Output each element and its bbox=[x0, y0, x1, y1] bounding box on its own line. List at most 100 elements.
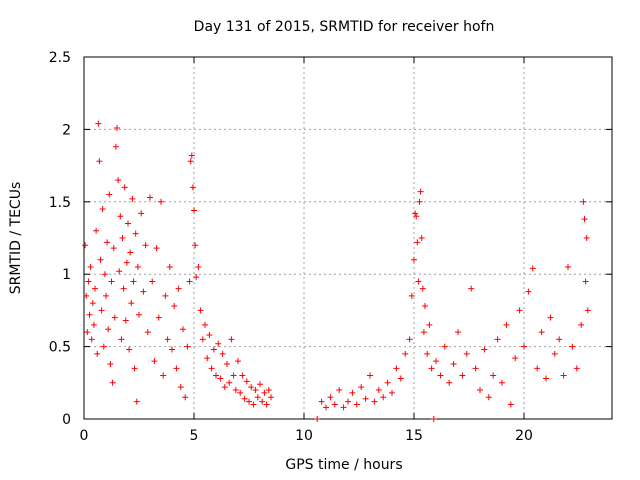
data-point bbox=[507, 401, 514, 408]
data-point bbox=[99, 206, 106, 213]
data-point bbox=[459, 372, 466, 379]
data-point bbox=[583, 235, 590, 241]
data-point bbox=[149, 278, 156, 285]
data-point bbox=[94, 350, 101, 357]
data-point bbox=[380, 394, 387, 401]
data-point bbox=[331, 401, 338, 408]
data-point bbox=[418, 235, 425, 241]
data-point bbox=[155, 314, 162, 321]
data-point bbox=[111, 314, 118, 321]
y-tick-label: 0.5 bbox=[49, 340, 71, 356]
data-point bbox=[184, 343, 191, 350]
data-point bbox=[131, 365, 138, 372]
data-point bbox=[169, 346, 175, 353]
data-point bbox=[362, 395, 369, 402]
data-point bbox=[336, 387, 343, 394]
data-point bbox=[114, 124, 120, 131]
data-point bbox=[87, 263, 94, 270]
data-point bbox=[130, 278, 137, 285]
data-point bbox=[138, 210, 145, 217]
data-point bbox=[129, 195, 136, 202]
data-point bbox=[164, 336, 171, 343]
data-point bbox=[426, 321, 433, 328]
x-tick-label: 10 bbox=[295, 428, 313, 444]
data-point bbox=[371, 398, 378, 405]
data-point bbox=[411, 256, 417, 263]
data-point bbox=[122, 317, 129, 324]
data-point bbox=[468, 285, 475, 292]
chart-title: Day 131 of 2015, SRMTID for receiver hof… bbox=[194, 19, 495, 35]
data-point bbox=[177, 384, 184, 391]
data-point bbox=[414, 239, 421, 246]
data-point bbox=[263, 401, 270, 408]
data-point bbox=[202, 321, 208, 328]
data-point bbox=[252, 387, 259, 394]
data-point bbox=[215, 340, 222, 347]
data-point bbox=[397, 375, 404, 382]
data-point bbox=[126, 346, 133, 353]
data-point bbox=[254, 394, 261, 401]
data-point bbox=[117, 213, 124, 220]
data-point bbox=[142, 242, 149, 249]
data-point bbox=[199, 336, 206, 343]
data-point bbox=[446, 379, 453, 386]
data-point bbox=[93, 227, 100, 234]
data-point bbox=[237, 389, 244, 396]
data-point bbox=[584, 307, 591, 314]
data-point bbox=[208, 365, 215, 372]
data-point bbox=[92, 285, 98, 292]
data-point bbox=[127, 249, 134, 256]
axis-ticks: 0 5 10 15 20 0 0.5 1 1.5 2 2.5 bbox=[49, 50, 612, 444]
data-point bbox=[402, 350, 409, 357]
data-point bbox=[499, 379, 505, 386]
data-point bbox=[437, 372, 444, 379]
x-tick-label: 20 bbox=[515, 428, 533, 444]
data-point bbox=[118, 336, 125, 343]
data-point bbox=[96, 158, 103, 165]
data-point bbox=[221, 384, 228, 391]
y-tick-label: 2 bbox=[62, 122, 71, 138]
data-point bbox=[116, 268, 123, 275]
data-point bbox=[358, 384, 365, 391]
data-point bbox=[250, 401, 257, 408]
grid bbox=[84, 57, 612, 419]
data-point bbox=[112, 143, 119, 150]
data-point bbox=[318, 398, 325, 405]
data-point bbox=[472, 365, 479, 372]
data-point bbox=[581, 216, 588, 223]
data-point bbox=[450, 360, 457, 367]
data-point bbox=[151, 358, 158, 365]
data-point bbox=[97, 256, 104, 263]
data-point bbox=[534, 365, 541, 372]
data-point bbox=[160, 372, 167, 379]
data-point bbox=[521, 343, 527, 350]
data-point bbox=[512, 355, 519, 362]
data-point bbox=[516, 307, 523, 314]
data-point bbox=[261, 389, 268, 396]
data-point bbox=[197, 307, 204, 314]
data-point bbox=[232, 387, 239, 394]
data-point bbox=[569, 343, 576, 350]
data-point bbox=[85, 278, 92, 285]
data-point bbox=[133, 398, 140, 405]
data-point bbox=[166, 263, 173, 270]
data-point bbox=[162, 292, 169, 299]
data-point bbox=[140, 288, 147, 295]
data-point bbox=[406, 336, 413, 343]
data-point bbox=[259, 398, 266, 405]
y-axis-title: SRMTID / TECUs bbox=[8, 182, 24, 295]
data-point bbox=[106, 191, 113, 198]
data-point bbox=[430, 416, 437, 422]
data-point bbox=[353, 401, 360, 408]
y-tick-label: 1 bbox=[62, 267, 71, 283]
data-point bbox=[206, 332, 213, 339]
data-point bbox=[228, 336, 235, 343]
data-point bbox=[158, 198, 164, 205]
y-tick-label: 0 bbox=[62, 412, 71, 428]
data-point bbox=[187, 158, 194, 165]
x-tick-label: 5 bbox=[190, 428, 199, 444]
x-axis-title: GPS time / hours bbox=[285, 457, 402, 473]
data-point bbox=[191, 207, 197, 214]
data-point bbox=[110, 245, 117, 252]
